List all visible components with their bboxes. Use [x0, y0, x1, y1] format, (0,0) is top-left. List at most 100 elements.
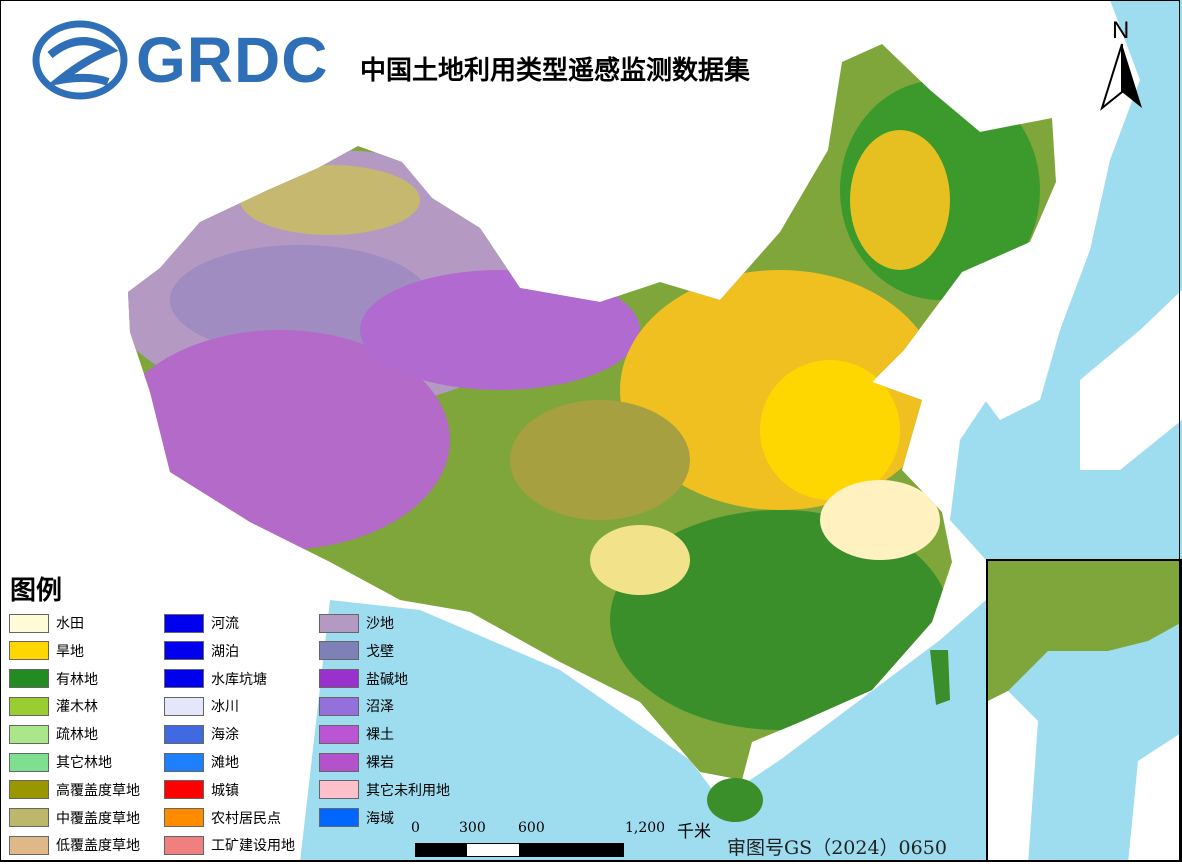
legend-item: 盐碱地: [319, 668, 408, 690]
scale-tick-0: 0: [411, 820, 420, 836]
legend-swatch: [164, 613, 204, 633]
legend-item: 裸土: [319, 723, 394, 745]
legend-label: 海域: [366, 810, 394, 827]
legend-label: 沼泽: [366, 699, 394, 716]
legend-swatch: [164, 752, 204, 772]
legend-swatch: [164, 835, 204, 855]
legend-swatch: [319, 613, 359, 633]
scale-unit: 千米: [677, 822, 711, 842]
legend-swatch: [319, 752, 359, 772]
legend-swatch: [9, 641, 49, 661]
legend-swatch: [9, 780, 49, 800]
legend-item: 沙地: [319, 612, 394, 634]
legend-item: 海域: [319, 807, 394, 829]
scale-tick-300: 300: [459, 820, 486, 836]
scale-tick-600: 600: [518, 820, 545, 836]
scale-tick-1200: 1,200: [625, 820, 666, 836]
legend-swatch: [9, 808, 49, 828]
legend-item: 其它林地: [9, 751, 112, 773]
legend-label: 水库坑塘: [211, 671, 267, 688]
legend-swatch: [164, 808, 204, 828]
legend-item: 中覆盖度草地: [9, 807, 140, 829]
legend-label: 河流: [211, 616, 239, 632]
legend-item: 戈壁: [319, 640, 394, 662]
legend-item: 裸岩: [319, 751, 394, 773]
legend-item: 旱地: [9, 640, 84, 662]
legend-swatch: [9, 696, 49, 716]
legend-swatch: [164, 641, 204, 661]
sea-south: [300, 600, 986, 862]
legend-label: 旱地: [56, 643, 84, 660]
legend-label: 戈壁: [366, 643, 394, 660]
hainan: [707, 778, 763, 822]
legend-label: 海涂: [211, 727, 239, 744]
legend-swatch: [9, 724, 49, 744]
legend-label: 工矿建设用地: [211, 838, 295, 855]
legend-label: 农村居民点: [211, 810, 281, 827]
legend-label: 裸土: [366, 727, 394, 744]
map-approval-number: 审图号GS（2024）0650: [727, 837, 947, 859]
legend-swatch: [164, 696, 204, 716]
legend-label: 冰川: [211, 699, 239, 716]
legend-item: 冰川: [164, 695, 239, 717]
globe-logo-icon: [32, 20, 128, 100]
legend-item: 湖泊: [164, 640, 239, 662]
legend-swatch: [9, 752, 49, 772]
legend-item: 海涂: [164, 723, 239, 745]
legend-item: 工矿建设用地: [164, 834, 295, 856]
taiwan: [930, 650, 950, 705]
legend-item: 疏林地: [9, 723, 98, 745]
grdc-logo: GRDC: [30, 20, 328, 100]
legend-item: 水库坑塘: [164, 668, 267, 690]
scale-bar: [415, 843, 624, 857]
legend-item: 农村居民点: [164, 807, 281, 829]
legend-swatch: [319, 696, 359, 716]
legend-label: 沙地: [366, 616, 394, 632]
legend-label: 高覆盖度草地: [56, 782, 140, 799]
legend-label: 湖泊: [211, 643, 239, 660]
legend-label: 疏林地: [56, 727, 98, 744]
legend-swatch: [9, 835, 49, 855]
legend-item: 城镇: [164, 779, 239, 801]
legend-swatch: [9, 613, 49, 633]
map-title: 中国土地利用类型遥感监测数据集: [360, 56, 751, 86]
legend-label: 滩地: [211, 755, 239, 771]
legend-item: 河流: [164, 612, 239, 634]
legend-label: 裸岩: [366, 755, 394, 771]
north-arrow-icon: N: [1100, 12, 1144, 112]
legend-swatch: [164, 724, 204, 744]
legend-swatch: [164, 669, 204, 689]
legend-item: 沼泽: [319, 695, 394, 717]
legend-label: 灌木林: [56, 699, 98, 716]
legend-swatch: [319, 641, 359, 661]
legend-swatch: [319, 808, 359, 828]
legend-item: 有林地: [9, 668, 98, 690]
korea-peninsula: [970, 280, 1060, 420]
legend-title: 图例: [10, 576, 63, 606]
legend-label: 其它未利用地: [366, 782, 450, 799]
legend-item: 滩地: [164, 751, 239, 773]
north-label: N: [1112, 17, 1129, 44]
legend-swatch: [319, 724, 359, 744]
japan-islands: [1080, 290, 1182, 470]
south-china-sea-inset-map: [986, 559, 1182, 862]
legend-label: 低覆盖度草地: [56, 838, 140, 855]
legend-label: 盐碱地: [366, 671, 408, 688]
legend-label: 其它林地: [56, 755, 112, 771]
legend-swatch: [319, 780, 359, 800]
legend-swatch: [9, 669, 49, 689]
legend-label: 城镇: [211, 782, 239, 799]
logo-text: GRDC: [136, 24, 329, 96]
legend-item: 高覆盖度草地: [9, 779, 140, 801]
legend-item: 其它未利用地: [319, 779, 450, 801]
legend-item: 灌木林: [9, 695, 98, 717]
legend-swatch: [319, 669, 359, 689]
legend-swatch: [164, 780, 204, 800]
legend-label: 水田: [56, 616, 84, 632]
legend-label: 中覆盖度草地: [56, 810, 140, 827]
legend-item: 低覆盖度草地: [9, 834, 140, 856]
legend-label: 有林地: [56, 671, 98, 688]
legend-item: 水田: [9, 612, 84, 634]
